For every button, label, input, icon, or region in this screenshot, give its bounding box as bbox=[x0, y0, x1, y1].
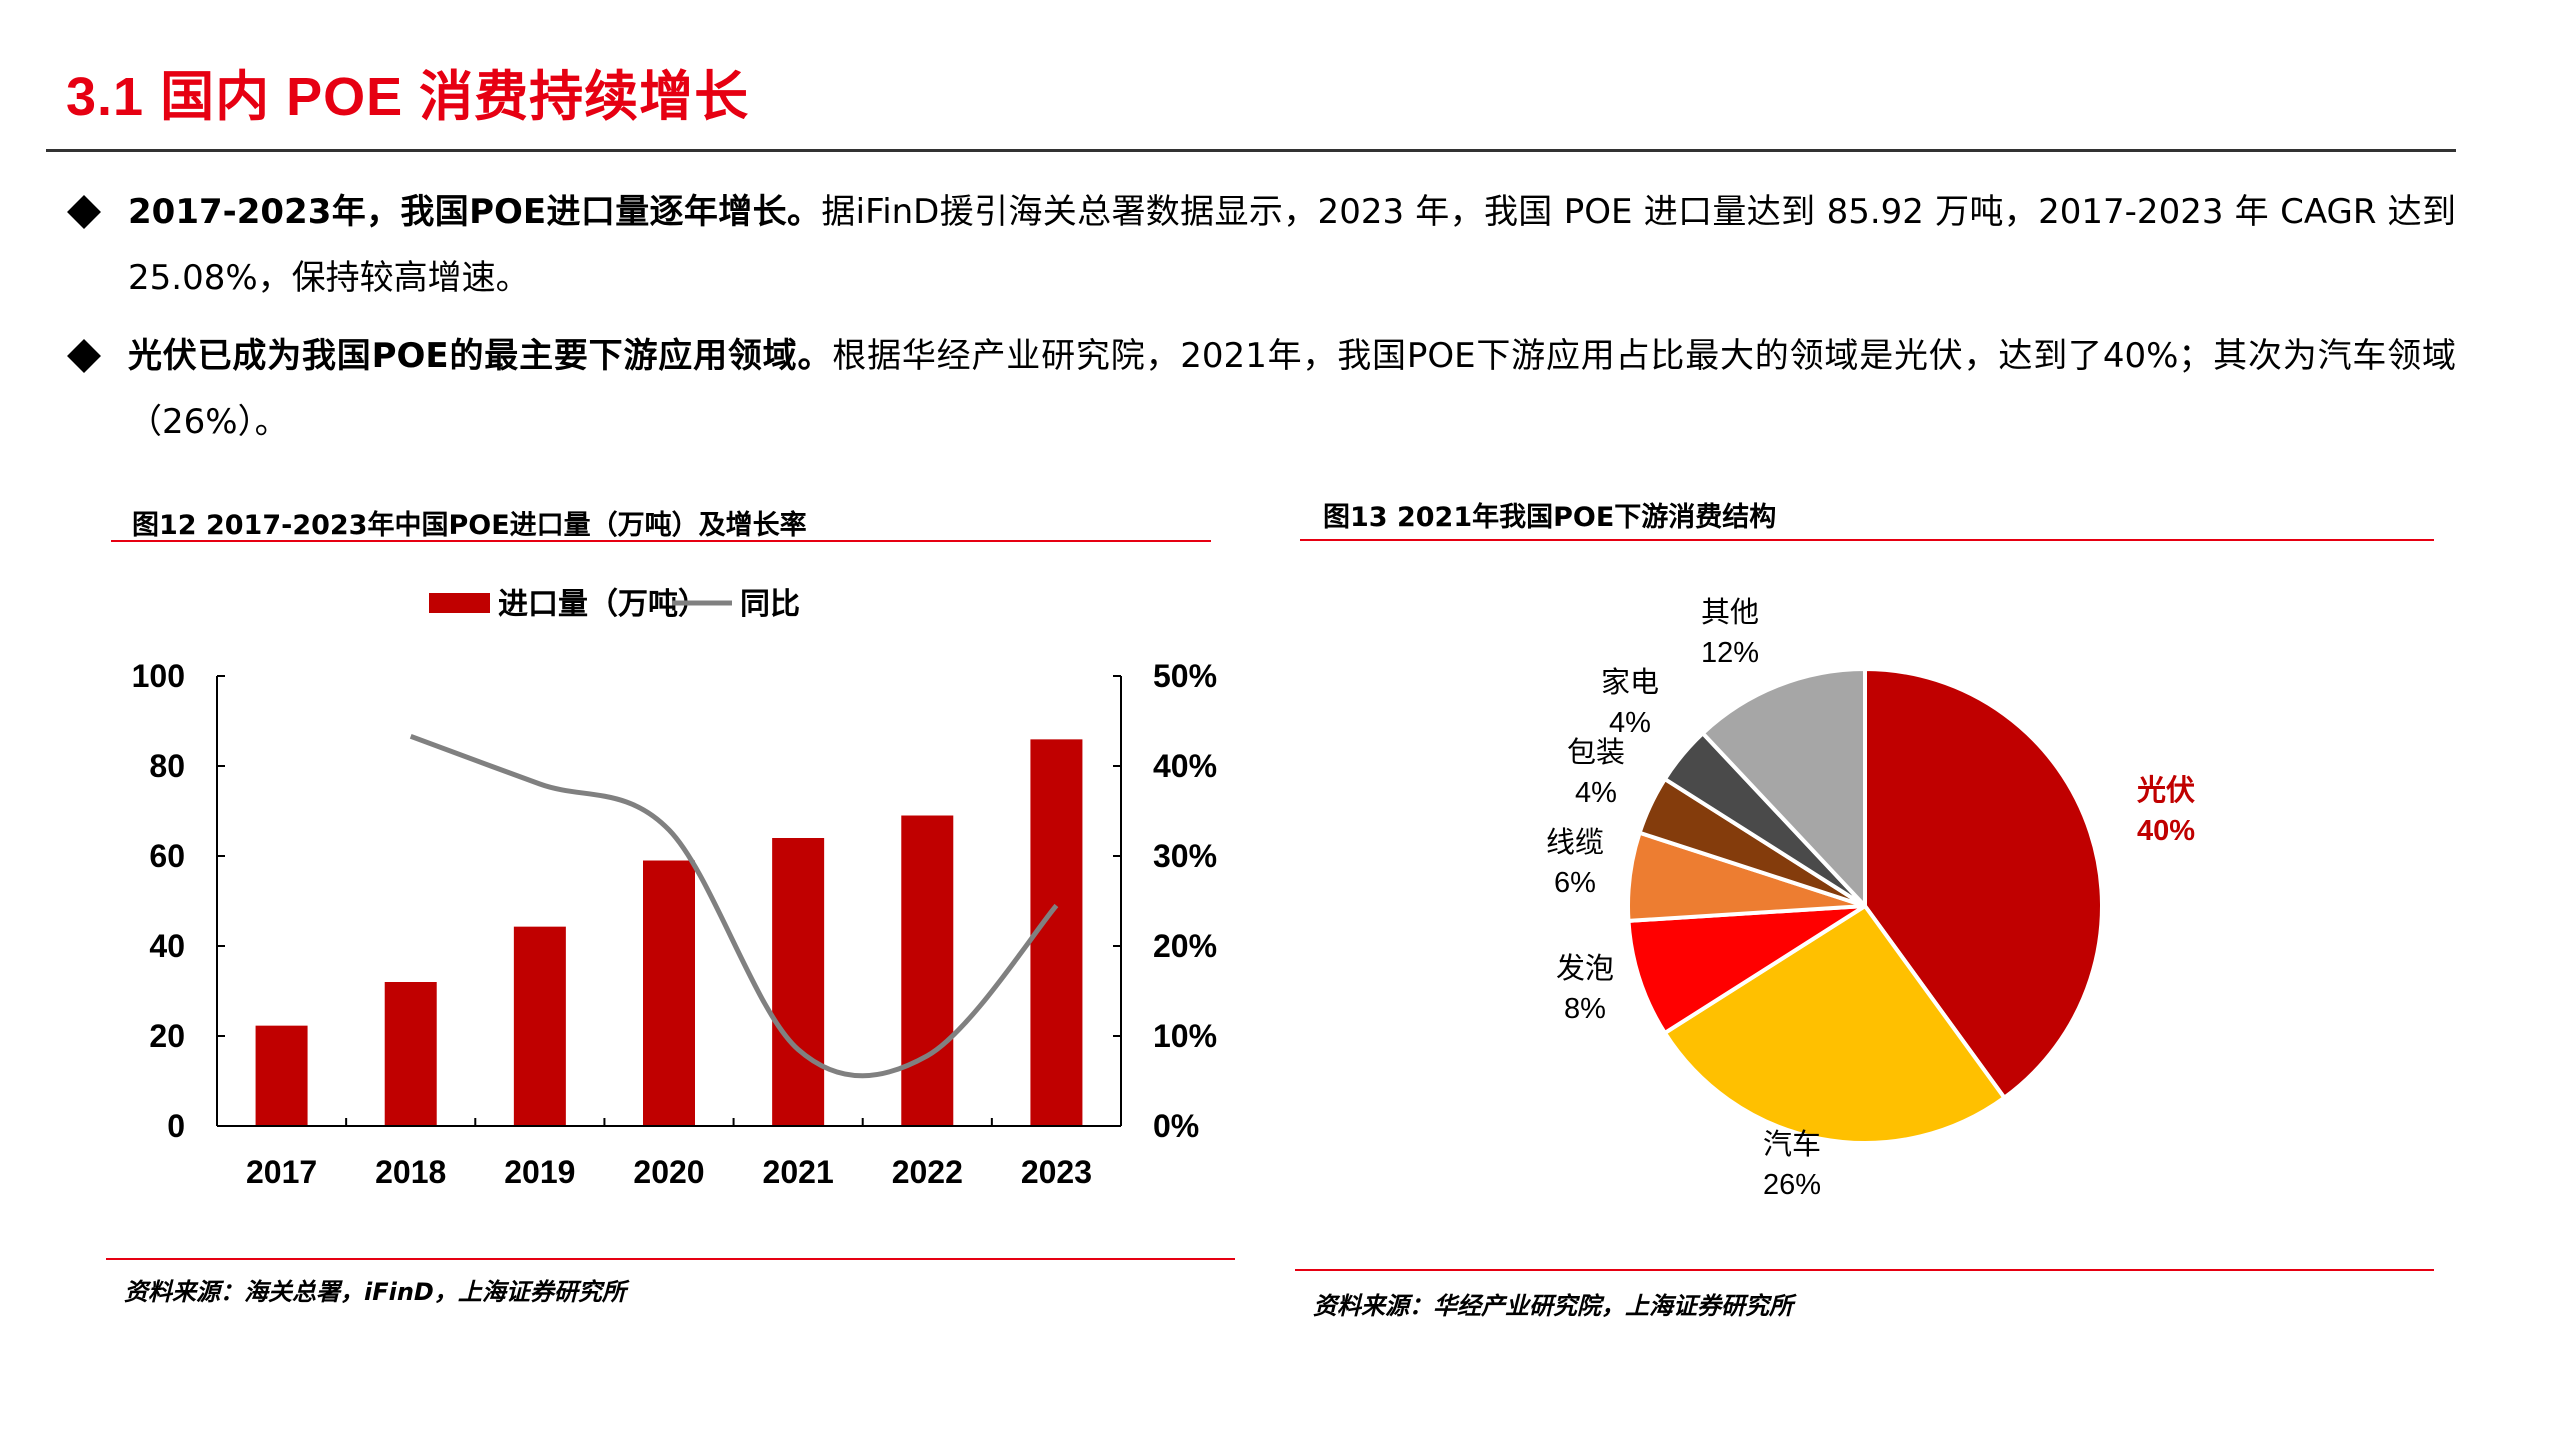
bullet-2-text: 根据华经产业研究院，2021年，我国POE下游应用占比最大的领域是光伏，达到了4… bbox=[128, 336, 2456, 442]
y-tick-label: 40 bbox=[149, 928, 185, 964]
figure12-title: 图12 2017-2023年中国POE进口量（万吨）及增长率 bbox=[132, 510, 807, 541]
y-tick-label: 80 bbox=[149, 748, 185, 784]
pie-percent: 4% bbox=[1609, 707, 1651, 739]
y2-tick-label: 30% bbox=[1153, 838, 1217, 874]
pie-label: 包装 bbox=[1567, 736, 1625, 769]
x-tick-label: 2021 bbox=[763, 1154, 834, 1190]
pie-percent: 40% bbox=[2137, 815, 2195, 847]
figure13-title: 图13 2021年我国POE下游消费结构 bbox=[1323, 502, 1777, 533]
bar-2017 bbox=[255, 1025, 308, 1126]
y-tick-label: 100 bbox=[132, 658, 185, 694]
y-tick-label: 20 bbox=[149, 1018, 185, 1054]
y-tick-label: 60 bbox=[149, 838, 185, 874]
bar-2019 bbox=[513, 926, 566, 1126]
bullet-1-lead: 2017-2023年，我国POE进口量逐年增长。 bbox=[128, 192, 822, 232]
y2-tick-label: 40% bbox=[1153, 748, 1217, 784]
pie-label: 光伏 bbox=[2137, 774, 2195, 807]
bar-2020 bbox=[643, 860, 695, 1126]
figure12-title-rule bbox=[111, 540, 1211, 542]
pie-label: 发泡 bbox=[1556, 952, 1614, 985]
bullet-diamond-icon bbox=[67, 195, 101, 229]
y2-tick-label: 50% bbox=[1153, 658, 1217, 694]
legend-bar-swatch bbox=[429, 593, 490, 613]
y2-tick-label: 10% bbox=[1153, 1018, 1217, 1054]
figure12-source: 资料来源：海关总署，iFinD，上海证券研究所 bbox=[124, 1278, 626, 1306]
title-divider bbox=[46, 149, 2456, 152]
pie-label: 汽车 bbox=[1763, 1128, 1821, 1161]
pie-percent: 4% bbox=[1575, 777, 1617, 809]
yoy-growth-line bbox=[409, 733, 1059, 1079]
pie-percent: 26% bbox=[1763, 1169, 1821, 1201]
pie-percent: 8% bbox=[1564, 993, 1606, 1025]
x-tick-label: 2020 bbox=[633, 1154, 704, 1190]
pie-slice-其他 bbox=[1699, 666, 1867, 912]
pie-slice-发泡 bbox=[1626, 904, 1867, 1036]
figure13-source-rule bbox=[1295, 1269, 2434, 1271]
x-tick-label: 2023 bbox=[1021, 1154, 1092, 1190]
x-tick-label: 2018 bbox=[375, 1154, 446, 1190]
bar-2023 bbox=[1030, 739, 1083, 1126]
bar-2021 bbox=[772, 838, 825, 1126]
pie-label: 其他 bbox=[1701, 596, 1759, 629]
pie-slice-汽车 bbox=[1662, 903, 2008, 1145]
y-tick-label: 0 bbox=[167, 1108, 185, 1144]
y2-tick-label: 20% bbox=[1153, 928, 1217, 964]
x-tick-label: 2019 bbox=[504, 1154, 575, 1190]
pie-percent: 12% bbox=[1701, 637, 1759, 669]
figure13-title-rule bbox=[1300, 539, 2434, 541]
pie-percent: 6% bbox=[1554, 867, 1596, 899]
figure12-source-rule bbox=[106, 1258, 1235, 1260]
bullet-1-text: 据iFinD援引海关总署数据显示，2023 年，我国 POE 进口量达到 85.… bbox=[128, 192, 2457, 298]
pie-label: 家电 bbox=[1601, 666, 1659, 699]
pie-label: 线缆 bbox=[1546, 826, 1604, 859]
figure13-source: 资料来源：华经产业研究院，上海证券研究所 bbox=[1313, 1292, 1793, 1320]
import-volume-chart: 进口量（万吨） 同比0 0%20 10%40 20%60 30%80 40%100 50%20… bbox=[132, 587, 1217, 1190]
pie-slice-光伏 bbox=[1863, 666, 2104, 1101]
page-title: 3.1 国内 POE 消费持续增长 bbox=[66, 67, 750, 127]
bullet-diamond-icon bbox=[67, 339, 101, 373]
x-tick-label: 2017 bbox=[246, 1154, 317, 1190]
bar-2022 bbox=[901, 815, 954, 1126]
bullet-2: 光伏已成为我国POE的最主要下游应用领域。根据华经产业研究院，2021年，我国P… bbox=[128, 323, 2456, 455]
bar-2018 bbox=[384, 982, 437, 1126]
legend-line-label: 同比 bbox=[740, 588, 800, 621]
bullet-2-lead: 光伏已成为我国POE的最主要下游应用领域。 bbox=[128, 336, 833, 376]
bullet-1: 2017-2023年，我国POE进口量逐年增长。据iFinD援引海关总署数据显示… bbox=[128, 179, 2456, 311]
x-tick-label: 2022 bbox=[892, 1154, 963, 1190]
y2-tick-label: 0% bbox=[1153, 1108, 1199, 1144]
